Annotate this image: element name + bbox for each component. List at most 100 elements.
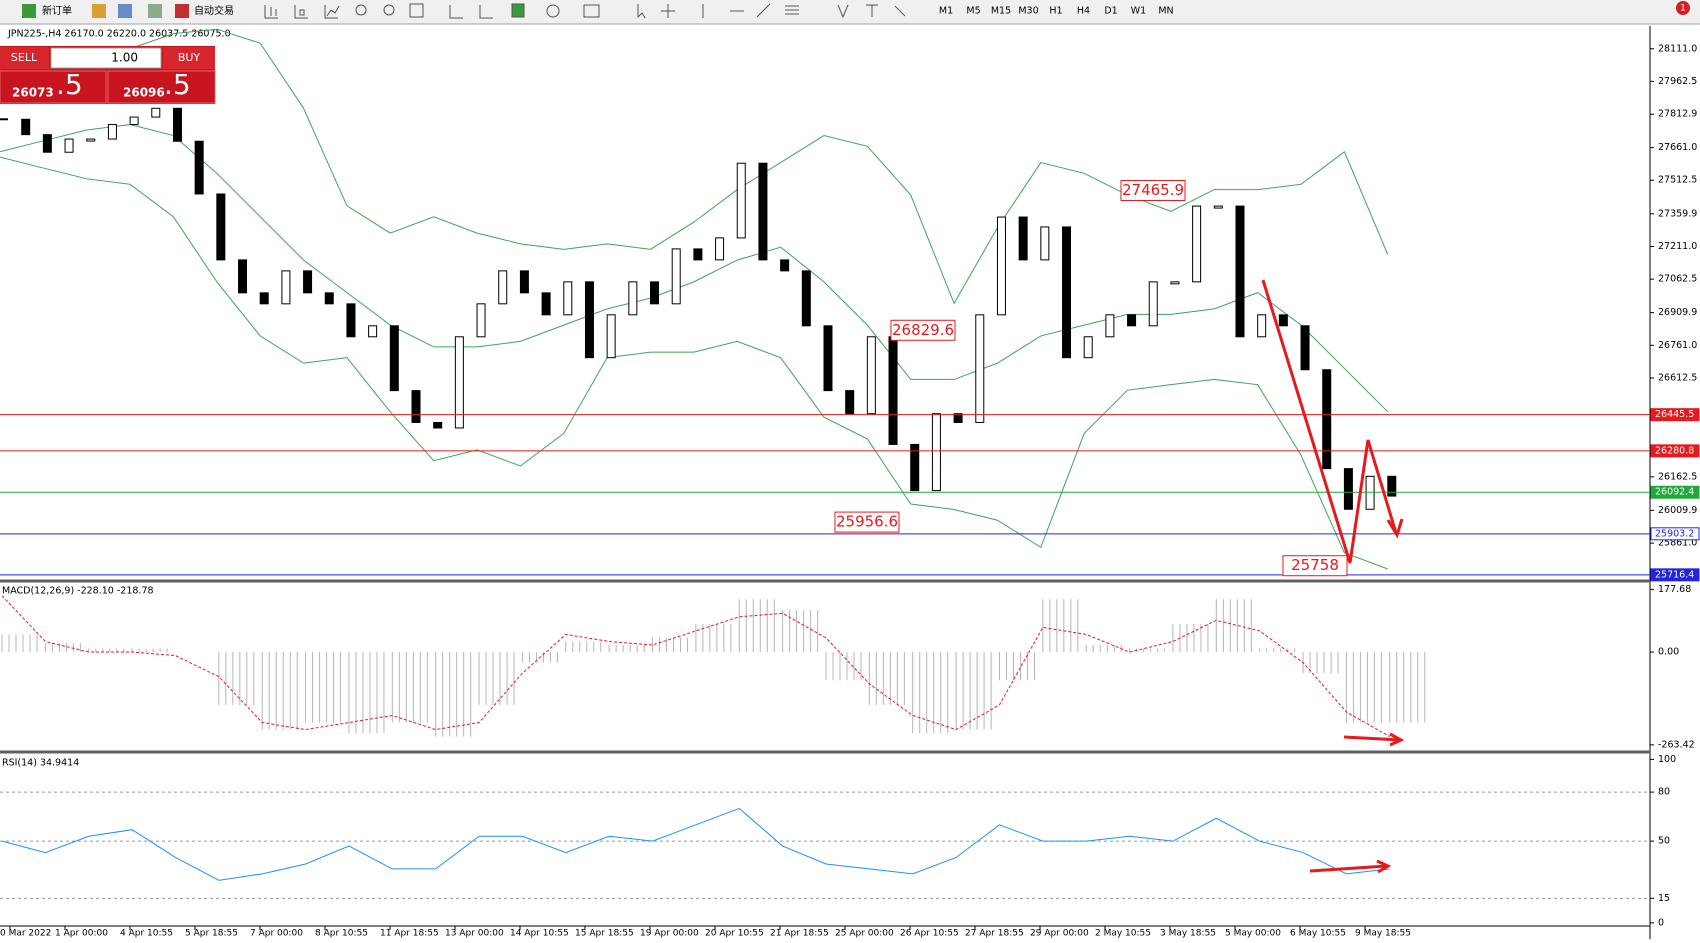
candle: [823, 325, 833, 392]
candle: [433, 421, 443, 429]
auto-trading-icon[interactable]: [175, 4, 189, 18]
time-label: 6 May 10:55: [1290, 929, 1346, 939]
tool-icon[interactable]: [637, 3, 771, 19]
time-label: 9 May 18:55: [1355, 929, 1411, 939]
candle: [563, 281, 573, 316]
buy-button[interactable]: [163, 47, 215, 69]
candle: [650, 281, 660, 305]
alert-count: 1: [1680, 4, 1686, 14]
timeframe-button[interactable]: M1: [939, 6, 953, 17]
candle: [476, 303, 486, 338]
timeframe-bar: M1 M5 M15 M30 H1 H4 D1 W1 MN: [939, 6, 1174, 17]
candle: [1170, 281, 1180, 285]
candle: [628, 281, 638, 316]
time-label: 19 Apr 00:00: [640, 929, 699, 939]
alert-badge[interactable]: [1676, 1, 1690, 15]
timeframe-button[interactable]: H1: [1049, 6, 1062, 17]
tool-icon[interactable]: [583, 4, 600, 18]
tool-icon[interactable]: [264, 5, 278, 19]
sell-label[interactable]: SELL: [11, 51, 38, 64]
toolbar-icon[interactable]: [118, 4, 132, 18]
arrow-head: [1389, 732, 1405, 747]
y-tick-label: 26612.5: [1658, 372, 1697, 383]
candle: [454, 336, 464, 429]
bollinger-upper: [0, 28, 1389, 305]
sell-price-pips: .5: [56, 68, 83, 101]
time-label: 26 Apr 10:55: [900, 929, 959, 939]
toolbar-icon[interactable]: [148, 4, 162, 18]
annotation: 26829.6: [892, 321, 954, 339]
candle: [519, 270, 529, 294]
time-label: 3 May 18:55: [1160, 929, 1216, 939]
candle: [64, 138, 74, 153]
candle: [216, 193, 226, 261]
y-tick-label: 26162.5: [1658, 471, 1697, 482]
tool-icon[interactable]: [294, 5, 308, 19]
lot-value[interactable]: 1.00: [111, 51, 138, 65]
annotation-box: [834, 511, 900, 533]
y-tick-label: 26009.9: [1658, 505, 1697, 516]
candle: [693, 248, 703, 261]
rsi-line: [1, 807, 1390, 881]
timeframe-button[interactable]: M5: [966, 6, 980, 17]
tool-icon[interactable]: [324, 5, 340, 19]
timeframe-button[interactable]: MN: [1158, 6, 1173, 17]
candle: [1322, 369, 1332, 470]
bollinger-lower: [0, 156, 1388, 570]
y-tick-label: 27062.5: [1658, 274, 1697, 285]
candle: [172, 107, 182, 142]
arrow-head: [1376, 859, 1392, 874]
time-label: 20 Apr 10:55: [705, 929, 764, 939]
new-order-button[interactable]: 新订单: [42, 4, 72, 17]
symbol-info: JPN225-,H4 26170.0 26220.0 26037.5 26075…: [7, 29, 231, 40]
price-label: 25903.2: [1655, 528, 1694, 539]
buy-price-main: 26096: [123, 86, 165, 100]
candle: [1040, 226, 1050, 261]
drawn-arrows: [1261, 279, 1405, 874]
tool-icon[interactable]: [837, 4, 906, 19]
new-order-icon[interactable]: [22, 4, 36, 18]
tool-icon[interactable]: [449, 5, 493, 19]
lot-input[interactable]: [50, 47, 162, 69]
tool-icon[interactable]: [409, 3, 424, 18]
tool-icon[interactable]: [785, 5, 799, 15]
candle: [715, 237, 725, 261]
tool-icon[interactable]: [355, 4, 367, 16]
candle: [1278, 314, 1288, 327]
y-tick-label: 27211.0: [1658, 241, 1697, 252]
y-tick-label: 0.00: [1658, 647, 1679, 658]
time-label: 4 Apr 10:55: [120, 929, 173, 939]
timeframe-button[interactable]: M30: [1018, 6, 1038, 17]
tool-icons: [264, 3, 906, 19]
timeframe-button[interactable]: M15: [991, 6, 1011, 17]
tool-icon[interactable]: [511, 3, 525, 18]
y-tick-label: 27359.9: [1658, 208, 1697, 219]
price-label-bg: [1650, 485, 1700, 499]
auto-trading-button[interactable]: 自动交易: [194, 4, 234, 17]
candle: [1343, 468, 1353, 510]
candle: [1387, 475, 1397, 497]
buy-label[interactable]: BUY: [178, 51, 201, 64]
sell-price[interactable]: [0, 70, 107, 104]
tool-icon[interactable]: [383, 4, 395, 16]
time-label: 25 Apr 00:00: [835, 929, 894, 939]
buy-price[interactable]: [107, 70, 216, 104]
price-label-bg: [1650, 527, 1700, 541]
sell-button[interactable]: [0, 47, 49, 69]
candle: [780, 259, 790, 272]
timeframe-button[interactable]: H4: [1077, 6, 1090, 17]
timeframe-button[interactable]: W1: [1131, 6, 1146, 17]
timeframe-button[interactable]: D1: [1104, 6, 1117, 17]
y-tick-label: -263.42: [1658, 739, 1695, 750]
tool-icon[interactable]: [546, 4, 560, 18]
price-label-bg: [1650, 568, 1700, 582]
candle: [368, 325, 378, 338]
price-label-bg: [1650, 408, 1700, 422]
candle: [324, 292, 334, 305]
candle: [801, 270, 811, 327]
chart-area: [0, 26, 1650, 939]
candle: [107, 124, 117, 140]
toolbar-icon[interactable]: [92, 4, 106, 18]
